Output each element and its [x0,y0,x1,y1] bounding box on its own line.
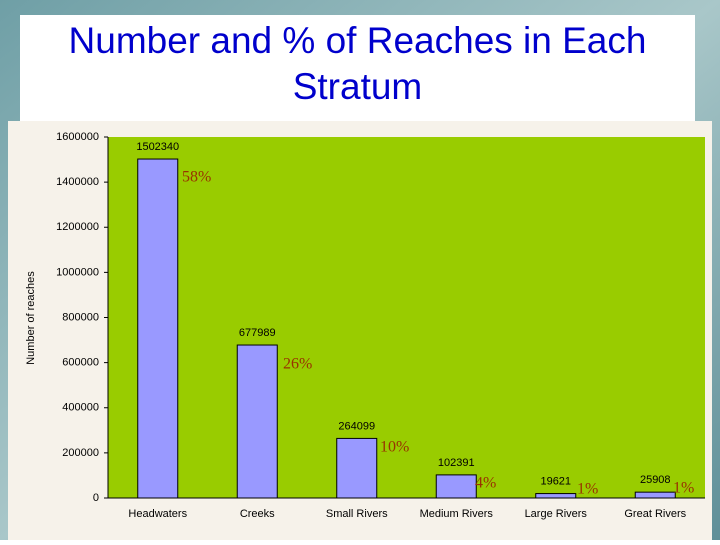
x-tick-label: Large Rivers [525,508,588,520]
y-tick-label: 1000000 [56,266,99,278]
value-label: 1502340 [136,141,179,153]
x-tick-label: Headwaters [128,508,187,520]
y-tick-label: 1200000 [56,221,99,233]
value-label: 25908 [640,474,671,486]
bar [634,491,676,499]
x-tick-label: Great Rivers [624,508,686,520]
bar [137,158,179,499]
percent-label: 58% [182,169,211,186]
value-label: 102391 [438,457,475,469]
title-box [20,15,695,121]
value-label: 677989 [239,327,276,339]
y-tick-label: 1400000 [56,176,99,188]
value-label: 264099 [338,420,375,432]
percent-label: 26% [283,356,312,373]
y-tick-label: 600000 [62,357,99,369]
y-tick-label: 1600000 [56,131,99,143]
percent-label: 1% [673,480,694,497]
y-tick-label: 200000 [62,447,99,459]
plot-area [108,137,705,498]
bar [336,437,378,499]
bar [535,493,577,499]
value-label: 19621 [540,475,571,487]
percent-label: 4% [475,475,496,492]
y-axis-label: Number of reaches [25,271,37,365]
title-wrap: Number and % of Reaches in Each Stratum [68,20,647,107]
x-tick-label: Small Rivers [326,508,388,520]
x-tick-label: Medium Rivers [420,508,494,520]
y-tick-label: 0 [93,492,99,504]
bar [236,344,278,499]
y-tick-label: 800000 [62,311,99,323]
x-tick-label: Creeks [240,508,275,520]
chart-title: Number and % of Reaches in Each Stratum [68,20,647,107]
percent-label: 1% [577,481,598,498]
percent-label: 10% [380,439,409,456]
y-tick-label: 400000 [62,402,99,414]
bar [435,474,477,499]
